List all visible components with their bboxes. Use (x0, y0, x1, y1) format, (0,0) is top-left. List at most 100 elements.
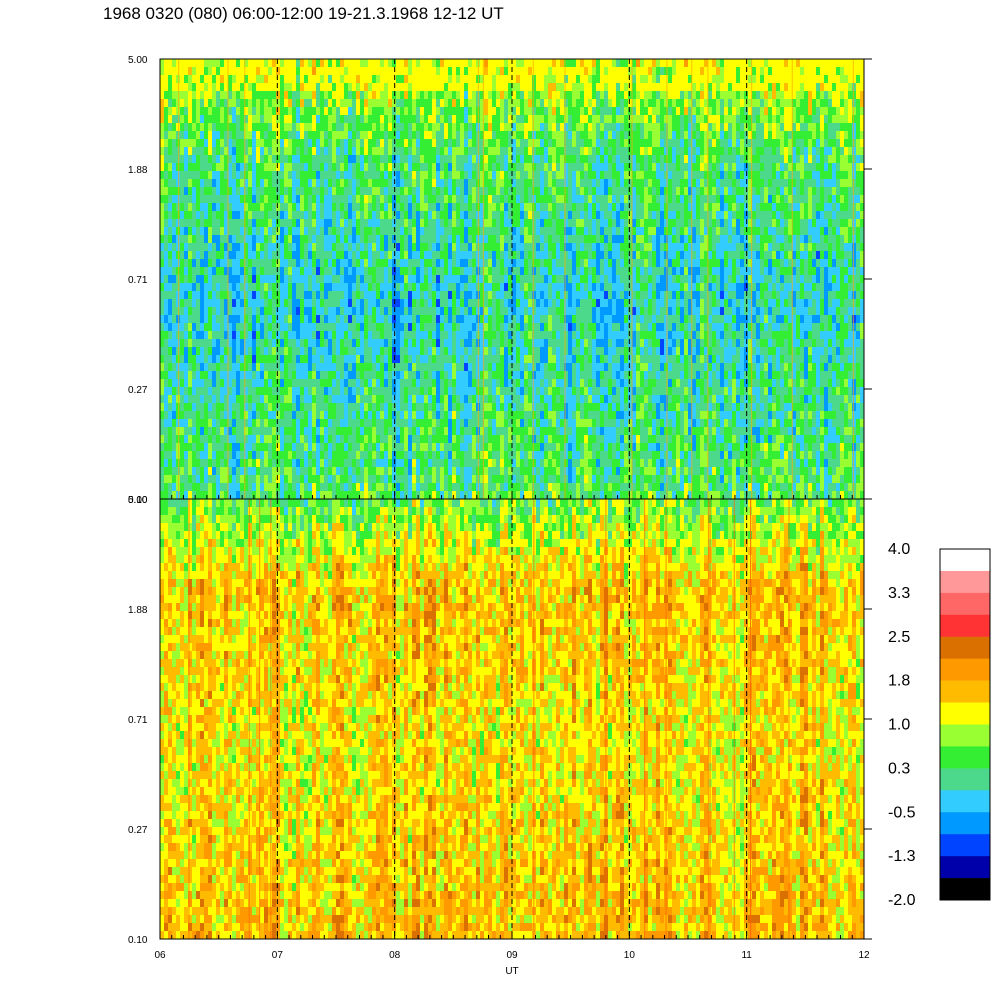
heatmap-cell (172, 131, 177, 140)
heatmap-cell (676, 219, 681, 228)
heatmap-cell (320, 67, 325, 76)
heatmap-cell (544, 91, 549, 100)
heatmap-cell (456, 203, 461, 212)
heatmap-cell (312, 75, 317, 84)
heatmap-cell (672, 123, 677, 132)
heatmap-cell (472, 75, 477, 84)
heatmap-cell (328, 187, 333, 196)
heatmap-cell (360, 275, 365, 284)
heatmap-cell (732, 195, 737, 204)
heatmap-cell (452, 139, 457, 148)
heatmap-cell (604, 195, 609, 204)
heatmap-cell (212, 67, 217, 76)
heatmap-cell (656, 179, 661, 188)
heatmap-cell (172, 187, 177, 196)
heatmap-cell (416, 259, 421, 268)
heatmap-cell (236, 259, 241, 268)
heatmap-cell (608, 203, 613, 212)
heatmap-cell (800, 243, 805, 252)
heatmap-cell (352, 115, 357, 124)
heatmap-cell (512, 267, 517, 276)
heatmap-cell (564, 147, 569, 156)
heatmap-cell (688, 67, 693, 76)
heatmap-cell (800, 171, 805, 180)
heatmap-cell (528, 219, 533, 228)
heatmap-cell (384, 227, 389, 236)
heatmap-cell (396, 83, 401, 92)
heatmap-cell (440, 83, 445, 92)
heatmap-cell (444, 211, 449, 220)
heatmap-cell (616, 203, 621, 212)
heatmap-cell (552, 171, 557, 180)
heatmap-cell (172, 259, 177, 268)
heatmap-cell (824, 275, 829, 284)
heatmap-cell (788, 171, 793, 180)
heatmap-cell (852, 131, 857, 140)
heatmap-cell (244, 99, 249, 108)
heatmap-cell (728, 235, 733, 244)
heatmap-cell (380, 267, 385, 276)
heatmap-cell (336, 187, 341, 196)
heatmap-cell (736, 235, 741, 244)
heatmap-cell (500, 123, 505, 132)
heatmap-cell (776, 251, 781, 260)
heatmap-cell (436, 275, 441, 284)
heatmap-cell (684, 259, 689, 268)
heatmap-cell (748, 179, 753, 188)
heatmap-cell (488, 251, 493, 260)
heatmap-cell (696, 83, 701, 92)
heatmap-cell (484, 179, 489, 188)
heatmap-cell (768, 227, 773, 236)
heatmap-cell (260, 179, 265, 188)
heatmap-cell (272, 59, 277, 68)
heatmap-cell (660, 115, 665, 124)
heatmap-cell (860, 147, 865, 156)
heatmap-cell (660, 251, 665, 260)
heatmap-cell (528, 83, 533, 92)
heatmap-cell (844, 75, 849, 84)
heatmap-cell (772, 243, 777, 252)
heatmap-cell (720, 107, 725, 116)
heatmap-cell (264, 179, 269, 188)
heatmap-cell (600, 107, 605, 116)
heatmap-cell (756, 163, 761, 172)
heatmap-cell (240, 275, 245, 284)
heatmap-cell (356, 59, 361, 68)
heatmap-cell (748, 235, 753, 244)
heatmap-cell (220, 163, 225, 172)
heatmap-cell (676, 179, 681, 188)
heatmap-cell (780, 171, 785, 180)
heatmap-cell (636, 187, 641, 196)
heatmap-cell (444, 139, 449, 148)
heatmap-cell (816, 171, 821, 180)
heatmap-cell (828, 243, 833, 252)
heatmap-cell (592, 147, 597, 156)
heatmap-cell (840, 99, 845, 108)
heatmap-cell (764, 211, 769, 220)
heatmap-cell (588, 203, 593, 212)
heatmap-cell (672, 275, 677, 284)
heatmap-cell (516, 203, 521, 212)
heatmap-cell (404, 259, 409, 268)
heatmap-cell (336, 99, 341, 108)
heatmap-cell (400, 131, 405, 140)
heatmap-cell (808, 187, 813, 196)
heatmap-cell (628, 211, 633, 220)
heatmap-cell (824, 107, 829, 116)
heatmap-cell (364, 123, 369, 132)
heatmap-cell (400, 155, 405, 164)
heatmap-cell (548, 115, 553, 124)
heatmap-cell (636, 83, 641, 92)
heatmap-cell (340, 131, 345, 140)
heatmap-cell (588, 187, 593, 196)
heatmap-cell (680, 139, 685, 148)
heatmap-cell (264, 171, 269, 180)
heatmap-cell (404, 283, 409, 292)
heatmap-cell (780, 219, 785, 228)
heatmap-cell (780, 147, 785, 156)
heatmap-cell (172, 251, 177, 260)
heatmap-cell (636, 139, 641, 148)
heatmap-cell (472, 83, 477, 92)
heatmap-cell (168, 179, 173, 188)
heatmap-cell (784, 115, 789, 124)
